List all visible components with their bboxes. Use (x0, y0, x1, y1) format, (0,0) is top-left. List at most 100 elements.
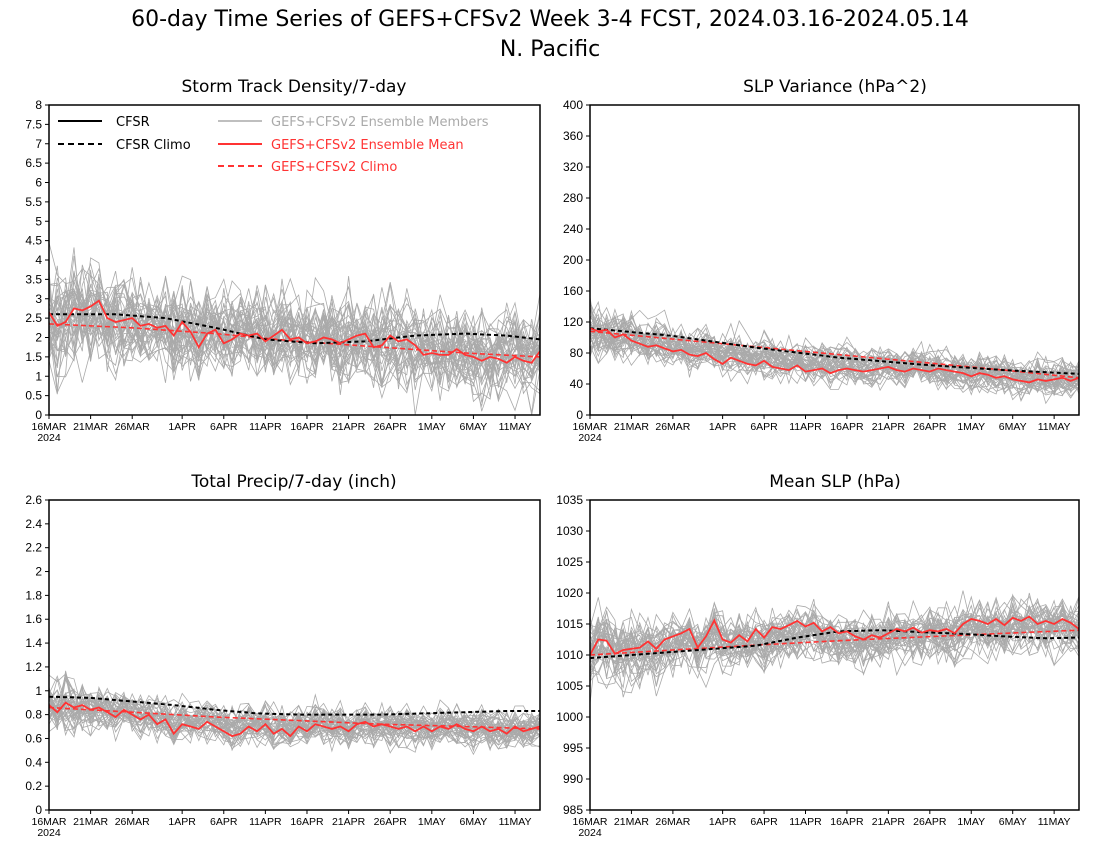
y-tick-label: 3.5 (25, 272, 42, 286)
x-tick-label: 6MAY (460, 816, 488, 828)
x-tick-label: 1MAY (957, 816, 985, 828)
y-tick-label: 40 (570, 377, 584, 391)
ensemble-member-line (590, 608, 1079, 664)
y-tick-label: 1.6 (25, 612, 42, 626)
panel-title: SLP Variance (hPa^2) (743, 77, 927, 97)
panel-slp-variance: SLP Variance (hPa^2) 0 40 80 120 160 200 240 28… (563, 77, 1080, 444)
y-tick-label: 1 (35, 684, 42, 698)
x-tick-label: 16APR (830, 816, 864, 828)
x-tick-label: 1MAY (418, 816, 446, 828)
x-tick-label: 26APR (374, 421, 408, 433)
x-tick-label: 21MAR (73, 816, 108, 828)
x-tick-label: 11APR (789, 816, 822, 828)
y-tick-label: 400 (563, 98, 583, 112)
x-tick-label: 26MAR (655, 421, 690, 433)
y-tick-label: 1015 (556, 617, 583, 631)
ensemble-member-line (590, 314, 1079, 394)
y-tick-label: 280 (563, 191, 583, 205)
plot-area (49, 242, 540, 415)
x-tick-label: 26APR (374, 816, 408, 828)
ensemble-members (49, 242, 540, 415)
y-tick-label: 2.5 (25, 311, 42, 325)
x-tick-label: 1APR (709, 816, 737, 828)
ensemble-member-line (590, 599, 1079, 674)
y-tick-label: 0.6 (25, 731, 42, 745)
y-tick-label: 5.5 (25, 195, 42, 209)
y-tick-label: 995 (563, 741, 583, 755)
y-tick-label: 1 (35, 369, 42, 383)
ensemble-member-line (49, 268, 540, 414)
y-tick-label: 1.4 (25, 636, 42, 650)
y-tick-label: 0 (576, 408, 583, 422)
y-tick-label: 2 (35, 565, 42, 579)
x-tick-label: 16APR (290, 421, 324, 433)
ensemble-member-line (49, 275, 540, 373)
x-tick-label: 11MAY (499, 421, 532, 433)
ensemble-member-line (590, 604, 1079, 665)
x-year-label: 2024 (37, 827, 61, 839)
y-tick-label: 4.5 (25, 234, 42, 248)
y-tick-label: 3 (35, 292, 42, 306)
x-tick-label: 6APR (750, 816, 778, 828)
x-tick-label: 1MAY (957, 421, 985, 433)
y-tick-label: 0.4 (25, 755, 42, 769)
y-tick-label: 1000 (556, 710, 583, 724)
x-tick-label: 6MAY (460, 421, 488, 433)
x-tick-label: 6MAY (999, 421, 1027, 433)
y-tick-label: 2.4 (25, 517, 42, 531)
series-line-cfsr-climo (49, 313, 540, 345)
ensemble-member-line (590, 618, 1079, 687)
x-tick-label: 16APR (290, 816, 324, 828)
ensemble-member-line (49, 691, 540, 746)
y-tick-label: 0.8 (25, 708, 42, 722)
y-tick-label: 0.2 (25, 779, 42, 793)
x-tick-label: 11MAY (1038, 816, 1071, 828)
x-tick-label: 6APR (210, 421, 238, 433)
series-line-gefs-cfsv2-ensemble-mean (49, 299, 540, 364)
panel-title: Mean SLP (hPa) (769, 472, 901, 492)
y-tick-label: 160 (563, 284, 583, 298)
x-tick-label: 11APR (789, 421, 822, 433)
y-tick-label: 1.2 (25, 660, 42, 674)
series-line-gefs-cfsv2-ensemble-mean (590, 327, 1079, 384)
y-tick-label: 0 (35, 803, 42, 817)
panel-title: Storm Track Density/7-day (182, 77, 407, 97)
plot-area (590, 297, 1079, 405)
y-tick-label: 2.6 (25, 493, 42, 507)
ensemble-member-line (49, 675, 540, 740)
x-tick-label: 16MAR (572, 421, 607, 433)
x-tick-label: 11MAY (1038, 421, 1071, 433)
x-tick-label: 1APR (709, 421, 737, 433)
series-line-cfsr-climo (590, 327, 1079, 375)
x-tick-label: 6MAY (999, 816, 1027, 828)
y-tick-label: 0.5 (25, 389, 42, 403)
y-tick-label: 2.2 (25, 541, 42, 555)
x-tick-label: 11APR (249, 421, 282, 433)
plot-area (590, 590, 1079, 704)
ensemble-member-line (49, 689, 540, 752)
y-tick-label: 0 (35, 408, 42, 422)
plot-frame (48, 499, 541, 811)
x-tick-label: 26MAR (115, 816, 150, 828)
x-tick-label: 21MAR (614, 816, 649, 828)
y-tick-label: 1035 (556, 493, 583, 507)
ensemble-member-line (49, 274, 540, 397)
legend: CFSR CFSR Climo GEFS+CFSv2 Ensemble Memb… (58, 115, 489, 175)
x-tick-label: 21MAR (73, 421, 108, 433)
y-tick-label: 6.5 (25, 156, 42, 170)
x-tick-label: 16MAR (572, 816, 607, 828)
x-tick-label: 21APR (332, 816, 366, 828)
ensemble-member-line (590, 605, 1079, 671)
x-tick-label: 21APR (332, 421, 366, 433)
panel-storm-track-density: Storm Track Density/7-day 0 0.5 1 1.5 2 2.5 3 3… (25, 77, 541, 444)
x-tick-label: 26MAR (115, 421, 150, 433)
y-tick-label: 6 (35, 176, 42, 190)
ensemble-member-line (590, 601, 1079, 679)
panel-total-precip: Total Precip/7-day (inch) 0 0.2 0.4 0.6 0.8 1… (25, 472, 541, 839)
figure-subtitle: N. Pacific (500, 37, 600, 62)
legend-label-gefs-climo: GEFS+CFSv2 Climo (271, 160, 397, 175)
panel-mean-slp: Mean SLP (hPa) 985 990 995 1000 1005 1010 1015… (556, 472, 1080, 839)
legend-label-members: GEFS+CFSv2 Ensemble Members (271, 115, 489, 130)
x-tick-label: 21APR (872, 421, 906, 433)
ensemble-member-line (49, 288, 540, 381)
